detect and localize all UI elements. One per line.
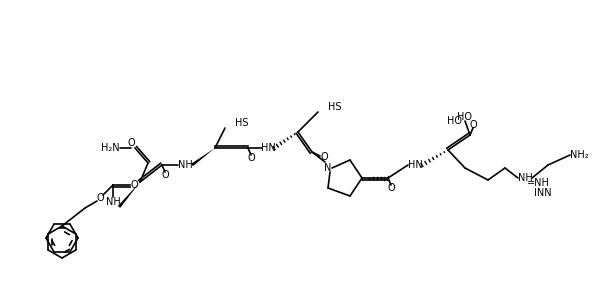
Text: INN: INN: [534, 188, 552, 198]
Text: HN: HN: [261, 143, 275, 153]
Text: O: O: [387, 183, 395, 193]
Text: NH: NH: [178, 160, 192, 170]
Text: O: O: [161, 170, 169, 180]
Text: O: O: [130, 180, 138, 190]
Text: NH₂: NH₂: [570, 150, 588, 160]
Polygon shape: [191, 148, 215, 166]
Text: HN: HN: [408, 160, 422, 170]
Text: O: O: [469, 120, 477, 130]
Text: O: O: [320, 152, 328, 162]
Text: =NH: =NH: [527, 178, 549, 188]
Text: N: N: [324, 163, 332, 173]
Text: NH: NH: [517, 173, 532, 183]
Text: O: O: [127, 138, 135, 148]
Text: HO: HO: [447, 116, 462, 126]
Text: O: O: [247, 153, 255, 163]
Text: HS: HS: [235, 118, 248, 128]
Text: H₂N: H₂N: [101, 143, 120, 153]
Text: HO: HO: [457, 112, 473, 122]
Text: NH: NH: [105, 197, 120, 207]
Polygon shape: [118, 182, 140, 208]
Text: O: O: [96, 193, 104, 203]
Text: HS: HS: [328, 102, 341, 112]
